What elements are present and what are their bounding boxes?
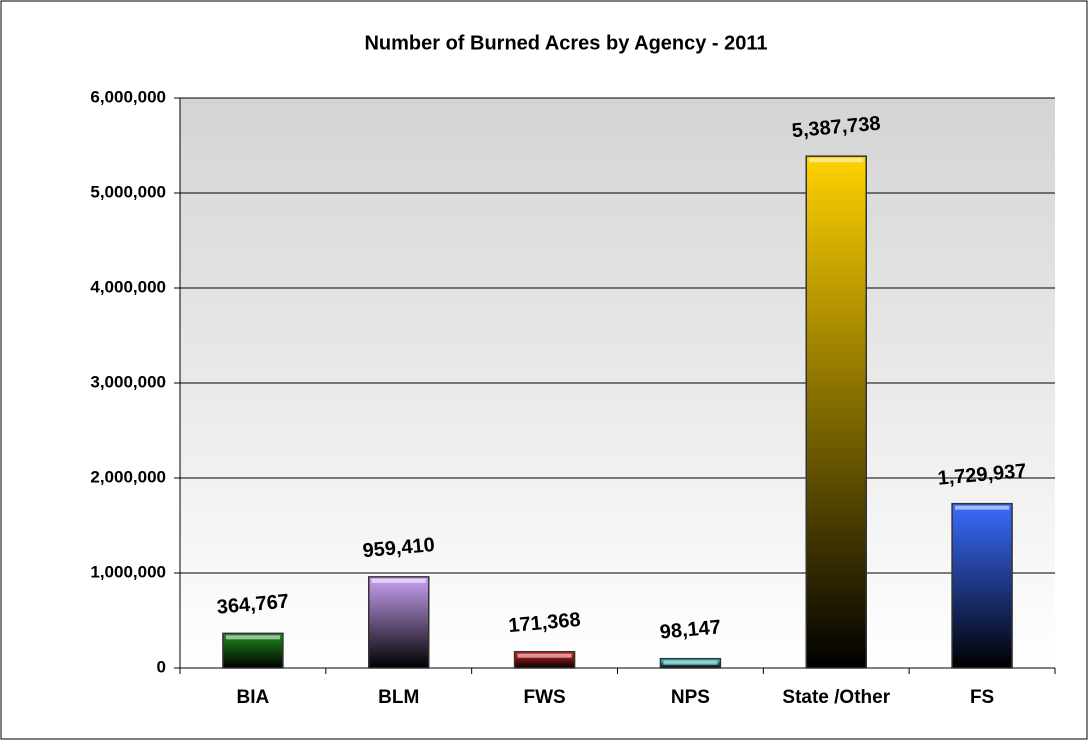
- y-tick-label: 2,000,000: [90, 467, 166, 486]
- y-tick-label: 6,000,000: [90, 87, 166, 106]
- bar-highlight: [225, 635, 280, 640]
- x-tick-label: BIA: [237, 687, 270, 708]
- y-tick-label: 0: [157, 657, 166, 676]
- x-tick-label: NPS: [671, 687, 710, 708]
- bar-highlight: [371, 578, 426, 583]
- y-tick-label: 1,000,000: [90, 562, 166, 581]
- y-tick-label: 4,000,000: [90, 277, 166, 296]
- bar: [805, 155, 867, 669]
- data-label: 98,147: [659, 616, 722, 643]
- x-tick-label: FWS: [523, 687, 565, 708]
- y-tick-label: 3,000,000: [90, 372, 166, 391]
- x-tick-label: FS: [970, 687, 994, 708]
- bar-highlight: [809, 158, 864, 163]
- bar-highlight: [955, 505, 1010, 510]
- bar-highlight: [663, 660, 718, 665]
- chart-title: Number of Burned Acres by Agency - 2011: [364, 32, 767, 54]
- x-tick-label: BLM: [378, 687, 419, 708]
- y-tick-label: 5,000,000: [90, 182, 166, 201]
- x-tick-label: State /Other: [782, 687, 890, 708]
- bar: [368, 576, 430, 669]
- bar: [951, 502, 1013, 669]
- bar-highlight: [517, 653, 572, 658]
